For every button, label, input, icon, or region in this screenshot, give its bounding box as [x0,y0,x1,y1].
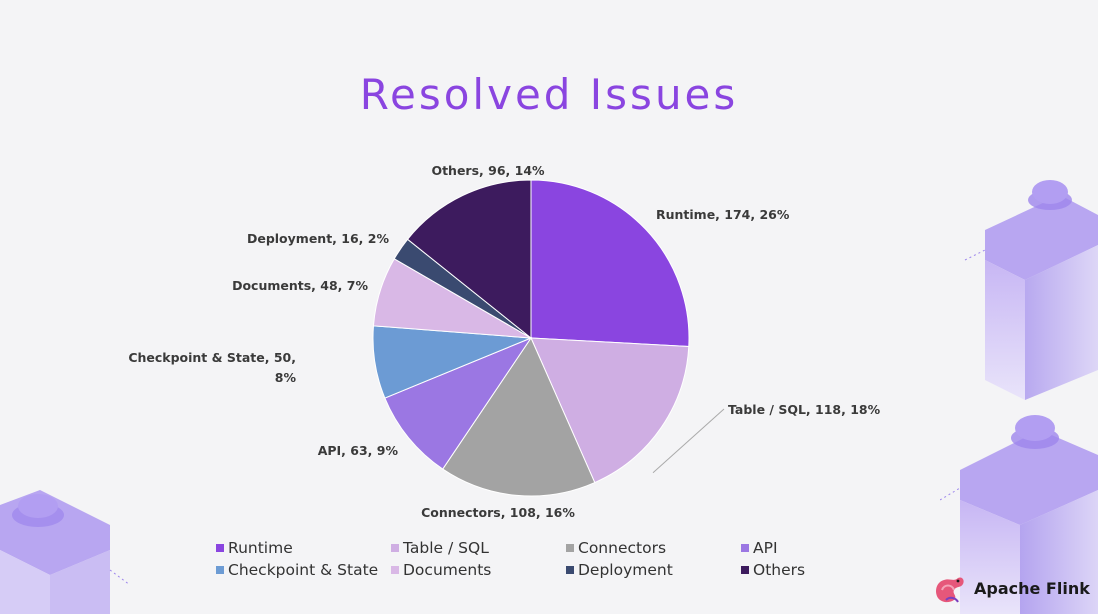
chart-title: Resolved Issues [359,70,739,120]
decorative-cubes-right [940,180,1098,614]
data-label-connectors: Connectors, 108, 16% [421,505,575,520]
pie-slice-api [384,336,533,470]
legend-label: Runtime [228,539,293,557]
legend-item-connectors: Connectors [566,538,741,558]
leader-line-table-sql [652,408,725,474]
pie-slice-others [406,179,532,340]
legend-label: Documents [403,561,492,579]
pie-slice-connectors [442,336,596,497]
data-label-checkpoint-state: Checkpoint & State, 50, 8% [128,350,296,385]
legend-item-deployment: Deployment [566,560,741,580]
legend-swatch [391,566,399,574]
legend-item-api: API [741,538,836,558]
legend-label: Table / SQL [403,539,489,557]
legend-item-documents: Documents [391,560,566,580]
brand: Apache Flink [932,572,1090,604]
legend-label: Checkpoint & State [228,561,379,579]
squirrel-logo-icon [936,577,964,603]
legend-label: Others [753,561,806,579]
data-label-runtime: Runtime, 174, 26% [656,207,790,222]
legend-label: Connectors [578,539,667,557]
legend-label: Deployment [578,561,673,579]
legend-item-table-sql: Table / SQL [391,538,566,558]
legend-swatch [216,544,224,552]
brand-name: Apache Flink [974,578,1090,598]
legend-item-runtime: Runtime [216,538,391,558]
legend-swatch [741,566,749,574]
data-label-others: Others, 96, 14% [431,163,545,178]
legend-item-checkpoint-state: Checkpoint & State [216,560,391,580]
data-label-deployment: Deployment, 16, 2% [247,231,389,246]
legend-label: API [753,539,778,557]
data-label-api: API, 63, 9% [318,443,399,458]
legend-swatch [216,566,224,574]
legend-item-others: Others [741,560,836,580]
chart-legend: Runtime Table / SQL Connectors API Checkpoin… [216,538,836,580]
data-label-table-sql: Table / SQL, 118, 18% [728,402,881,417]
data-label-documents: Documents, 48, 7% [232,278,368,293]
pie-slice-table-sql [530,337,690,484]
legend-swatch [566,544,574,552]
decorative-cube-left [0,490,131,614]
legend-swatch [566,566,574,574]
pie-slice-runtime [530,179,690,348]
legend-swatch [741,544,749,552]
legend-swatch [391,544,399,552]
